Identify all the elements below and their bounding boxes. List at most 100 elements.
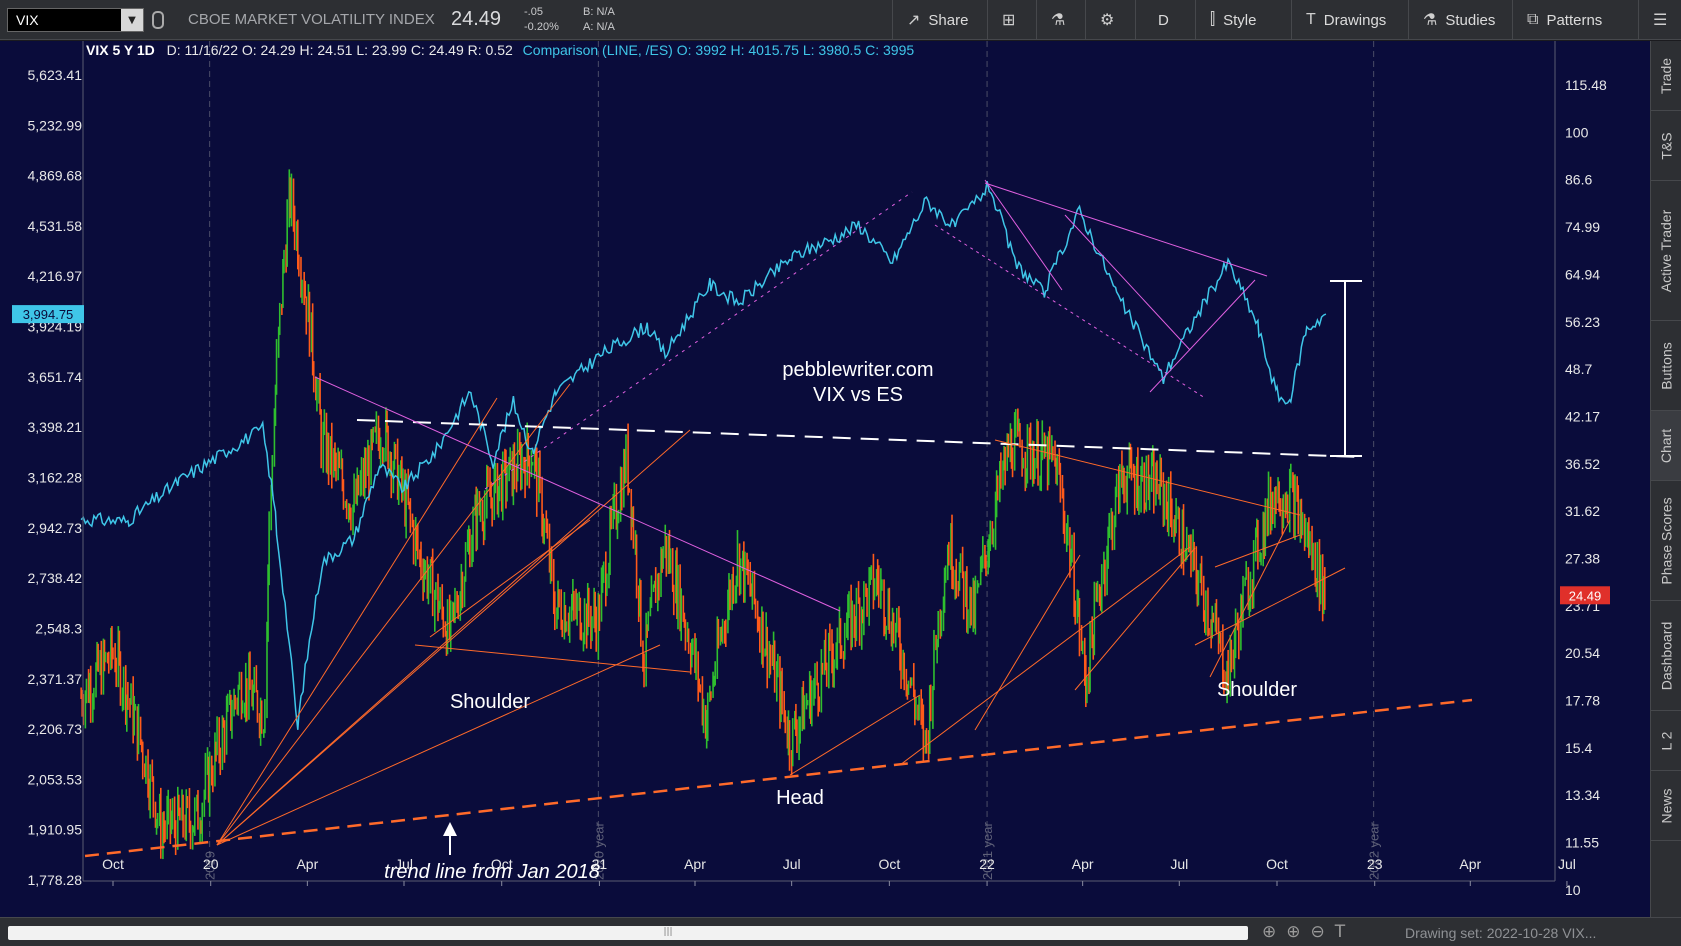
right-shoulder-neck — [1194, 567, 1346, 646]
side-tab-label: Phase Scores — [1658, 496, 1675, 585]
right-axis-tick-label: 115.48 — [1565, 77, 1607, 93]
x-axis-tick-label: 23 — [1367, 856, 1383, 872]
share-icon: ↗ — [907, 12, 921, 29]
year-marker-label: 2021 year — [980, 822, 995, 880]
style-label: Style — [1223, 11, 1257, 29]
vix-candles — [80, 169, 1326, 860]
side-tab-trade[interactable]: Trade — [1651, 41, 1681, 111]
ask-value: A: N/A — [583, 21, 615, 33]
chart-annotation: Shoulder — [450, 691, 530, 713]
studies-flask-button[interactable]: ⚗ — [1036, 0, 1085, 40]
side-tab-news[interactable]: News — [1651, 771, 1681, 841]
left-axis-tick-label: 4,216.97 — [28, 268, 83, 284]
right-shoulder-rise — [1209, 519, 1291, 678]
trend-line-jan-2018 — [84, 698, 1473, 858]
side-tab-active-trader[interactable]: Active Trader — [1651, 181, 1681, 321]
side-tab-label: T&S — [1658, 131, 1675, 160]
aggregation-label: D — [1158, 11, 1169, 29]
chart-layout-button[interactable]: ⊞ — [987, 0, 1036, 40]
vix-downtrend-2020 — [314, 376, 841, 612]
side-tab-ts[interactable]: T&S — [1651, 111, 1681, 181]
trendline-drawings — [84, 179, 1473, 858]
left-shoulder-rise — [429, 519, 591, 638]
menu-icon: ☰ — [1653, 12, 1668, 29]
menu-button[interactable]: ☰ — [1638, 0, 1681, 40]
zoom-in-icon[interactable]: ⊕ — [1286, 922, 1311, 942]
patterns-label: Patterns — [1546, 11, 1603, 29]
x-axis-tick-label: 22 — [979, 856, 995, 872]
patterns-button[interactable]: ⧉ Patterns — [1512, 0, 1638, 40]
right-axis-tick-label: 31.62 — [1565, 503, 1600, 519]
x-axis-tick-label: Oct — [491, 856, 513, 872]
side-tab-l2[interactable]: L 2 — [1651, 711, 1681, 771]
x-axis-tick-label: Apr — [684, 856, 706, 872]
info-range: R: 0.52 — [467, 42, 513, 58]
head-rise — [789, 694, 921, 776]
drawing-set-label[interactable]: Drawing set: 2022-10-28 VIX... — [1405, 925, 1597, 941]
cmp-close: C: 3995 — [865, 42, 915, 58]
side-tab-phase-scores[interactable]: Phase Scores — [1651, 481, 1681, 601]
scrollbar-thumb[interactable]: ||| — [663, 927, 673, 937]
right-axis-tick-label: 20.54 — [1565, 645, 1600, 661]
chart-area[interactable]: 2019 2020 year 2021 year 2022 year 5,623.41… — [0, 41, 1650, 917]
symbol-input[interactable]: VIX — [16, 12, 39, 28]
side-tab-chart[interactable]: Chart — [1651, 411, 1681, 481]
chart-annotation: trend line from Jan 2018 — [384, 861, 600, 883]
left-axis-tick-label: 2,371.37 — [28, 671, 83, 687]
x-axis-tick-label: Apr — [296, 856, 318, 872]
zoom-out-icon[interactable]: ⊖ — [1310, 922, 1335, 942]
studies-label: Studies — [1445, 11, 1496, 29]
side-tab-buttons[interactable]: Buttons — [1651, 321, 1681, 411]
right-axis-tick-label: 27.38 — [1565, 551, 1600, 567]
gear-icon: ⚙ — [1100, 12, 1115, 29]
side-tab-label: Trade — [1658, 57, 1675, 94]
bottom-bar: ||| ⊕⊕⊖T Drawing set: 2022-10-28 VIX... — [0, 917, 1681, 946]
left-axis-tick-label: 2,738.42 — [28, 570, 83, 586]
share-button[interactable]: ↗ Share — [892, 0, 987, 40]
style-button[interactable]: ⫿ Style — [1195, 0, 1291, 40]
left-axis-tick-label: 4,869.68 — [28, 168, 83, 184]
x-axis-tick-label: Apr — [1459, 856, 1481, 872]
cmp-low: L: 3980.5 — [802, 42, 862, 58]
price-change: -.05 -0.20% — [524, 5, 559, 35]
side-tab-dashboard[interactable]: Dashboard — [1651, 601, 1681, 711]
aggregation-button[interactable]: D — [1135, 0, 1195, 40]
fan-line — [216, 644, 661, 846]
info-low: L: 23.99 — [356, 42, 407, 58]
fan-line — [216, 429, 691, 846]
vix-downtrend-2022 — [994, 439, 1301, 516]
es-downtrend-upper — [984, 182, 1268, 277]
percent-change: -0.20% — [524, 21, 559, 33]
es-channel-lower-dotted — [934, 224, 1206, 399]
left-axis-tick-label: 1,910.95 — [28, 822, 83, 838]
side-tab-label: Active Trader — [1658, 209, 1675, 292]
side-tab-label: News — [1658, 787, 1675, 824]
info-open: O: 24.29 — [241, 42, 296, 58]
settings-button[interactable]: ⚙ — [1085, 0, 1135, 40]
left-axis-tick-label: 2,548.3 — [35, 620, 82, 636]
info-high: H: 24.51 — [299, 42, 353, 58]
chevron-down-icon[interactable]: ▼ — [121, 9, 143, 31]
left-axis-tick-label: 3,162.28 — [28, 469, 83, 485]
text-tool-icon[interactable]: T — [1334, 922, 1356, 942]
bid-ask: B: N/A A: N/A — [583, 5, 615, 35]
neckline-dashed — [356, 419, 1361, 458]
year-marker-label: 2020 year — [591, 822, 606, 880]
cmp-high: H: 4015.75 — [730, 42, 799, 58]
x-axis-tick-label: 21 — [592, 856, 608, 872]
chart-annotation: Head — [776, 787, 824, 809]
symbol-selector[interactable]: VIX ▼ — [7, 8, 144, 32]
right-axis-tick-label: 100 — [1565, 124, 1589, 140]
drawings-button[interactable]: T Drawings — [1291, 0, 1408, 40]
vix-price-flag — [1560, 586, 1610, 605]
left-axis-tick-label: 3,398.21 — [28, 419, 83, 435]
horizontal-scrollbar[interactable]: ||| — [8, 926, 1248, 940]
chart-canvas[interactable]: 2019 2020 year 2021 year 2022 year 5,623.41… — [0, 41, 1650, 917]
comparison-label[interactable]: Comparison (LINE, /ES) — [522, 42, 673, 58]
left-axis-tick-label: 3,651.74 — [28, 369, 83, 385]
crosshair-icon[interactable]: ⊕ — [1262, 922, 1287, 942]
link-icon[interactable] — [152, 11, 164, 29]
studies-button[interactable]: ⚗ Studies — [1408, 0, 1512, 40]
chart-annotation: VIX vs ES — [813, 384, 903, 406]
info-date: D: 11/16/22 — [166, 42, 238, 58]
